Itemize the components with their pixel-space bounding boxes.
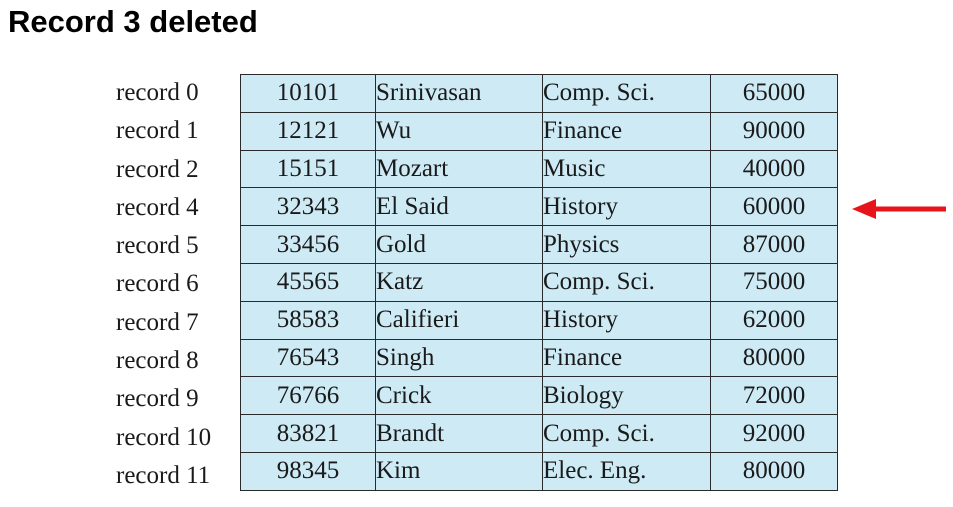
page-title: Record 3 deleted [8,4,258,39]
id-cell: 58583 [240,300,376,340]
dept-cell: Comp. Sci. [542,74,711,113]
name-cell: Singh [375,338,543,378]
record-labels: record 0 record 1 record 2 record 4 reco… [116,74,236,495]
name-cell: Califieri [375,300,543,340]
dept-cell: Finance [542,338,711,378]
name-cell: Katz [375,262,543,302]
salary-cell: 72000 [710,376,838,416]
id-cell: 83821 [240,414,376,453]
table-row: 76543 Singh Finance 80000 [240,338,838,378]
table-row: 45565 Katz Comp. Sci. 75000 [240,262,838,302]
name-cell: Mozart [375,149,543,189]
table-row: 58583 Califieri History 62000 [240,300,838,340]
dept-cell: History [542,300,711,340]
record-label: record 9 [116,385,199,413]
dept-cell: Biology [542,376,711,416]
record-label: record 1 [116,117,199,145]
name-cell: Srinivasan [375,74,543,113]
id-cell: 12121 [240,111,376,151]
id-cell: 76543 [240,338,376,378]
name-cell: Gold [375,225,543,264]
salary-cell: 62000 [710,300,838,340]
record-label: record 2 [116,155,199,183]
table-row: 32343 El Said History 60000 [240,187,838,227]
salary-cell: 40000 [710,149,838,189]
table-row: 12121 Wu Finance 90000 [240,111,838,151]
salary-cell: 75000 [710,262,838,302]
table-row: 10101 Srinivasan Comp. Sci. 65000 [240,74,838,113]
dept-cell: Elec. Eng. [542,451,711,491]
salary-cell: 60000 [710,187,838,227]
dept-cell: Physics [542,225,711,264]
table-row: 15151 Mozart Music 40000 [240,149,838,189]
arrow-head [852,199,876,219]
salary-cell: 80000 [710,338,838,378]
table-row: 33456 Gold Physics 87000 [240,225,838,264]
dept-cell: Comp. Sci. [542,262,711,302]
dept-cell: Finance [542,111,711,151]
record-label: record 6 [116,270,199,298]
record-label: record 7 [116,308,199,336]
name-cell: Kim [375,451,543,491]
id-cell: 98345 [240,451,376,491]
table-row: 83821 Brandt Comp. Sci. 92000 [240,414,838,453]
left-arrow-icon [852,199,946,219]
name-cell: El Said [375,187,543,227]
name-cell: Crick [375,376,543,416]
id-cell: 10101 [240,74,376,113]
record-label: record 8 [116,347,199,375]
salary-cell: 90000 [710,111,838,151]
salary-cell: 92000 [710,414,838,453]
salary-cell: 80000 [710,451,838,491]
records-table: 10101 Srinivasan Comp. Sci. 65000 12121 … [240,74,838,491]
record-label: record 4 [116,193,199,221]
id-cell: 45565 [240,262,376,302]
dept-cell: Music [542,149,711,189]
id-cell: 76766 [240,376,376,416]
id-cell: 15151 [240,149,376,189]
dept-cell: History [542,187,711,227]
name-cell: Wu [375,111,543,151]
salary-cell: 87000 [710,225,838,264]
salary-cell: 65000 [710,74,838,113]
record-label: record 0 [116,79,199,106]
record-label: record 11 [116,461,211,489]
record-label: record 10 [116,423,212,451]
id-cell: 32343 [240,187,376,227]
name-cell: Brandt [375,414,543,453]
table-row: 98345 Kim Elec. Eng. 80000 [240,451,838,491]
dept-cell: Comp. Sci. [542,414,711,453]
record-label: record 5 [116,232,199,260]
table-row: 76766 Crick Biology 72000 [240,376,838,416]
id-cell: 33456 [240,225,376,264]
